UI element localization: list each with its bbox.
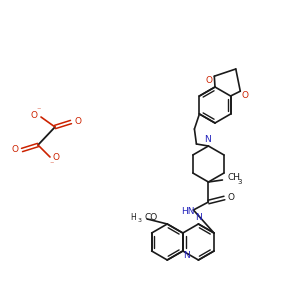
Text: CO: CO [144, 212, 158, 221]
Text: N: N [195, 214, 202, 223]
Text: 3: 3 [137, 218, 141, 224]
Text: 3: 3 [237, 179, 242, 185]
Text: O: O [52, 154, 59, 163]
Text: ⁻: ⁻ [50, 160, 54, 169]
Text: O: O [206, 76, 213, 85]
Text: O: O [31, 112, 38, 121]
Text: O: O [228, 193, 235, 202]
Text: N: N [204, 136, 211, 145]
Text: N: N [183, 250, 190, 260]
Text: H: H [130, 212, 136, 221]
Text: O: O [74, 116, 82, 125]
Text: CH: CH [227, 173, 240, 182]
Text: O: O [11, 146, 19, 154]
Text: HN: HN [181, 208, 194, 217]
Text: O: O [242, 91, 249, 100]
Text: ⁻: ⁻ [37, 106, 41, 115]
